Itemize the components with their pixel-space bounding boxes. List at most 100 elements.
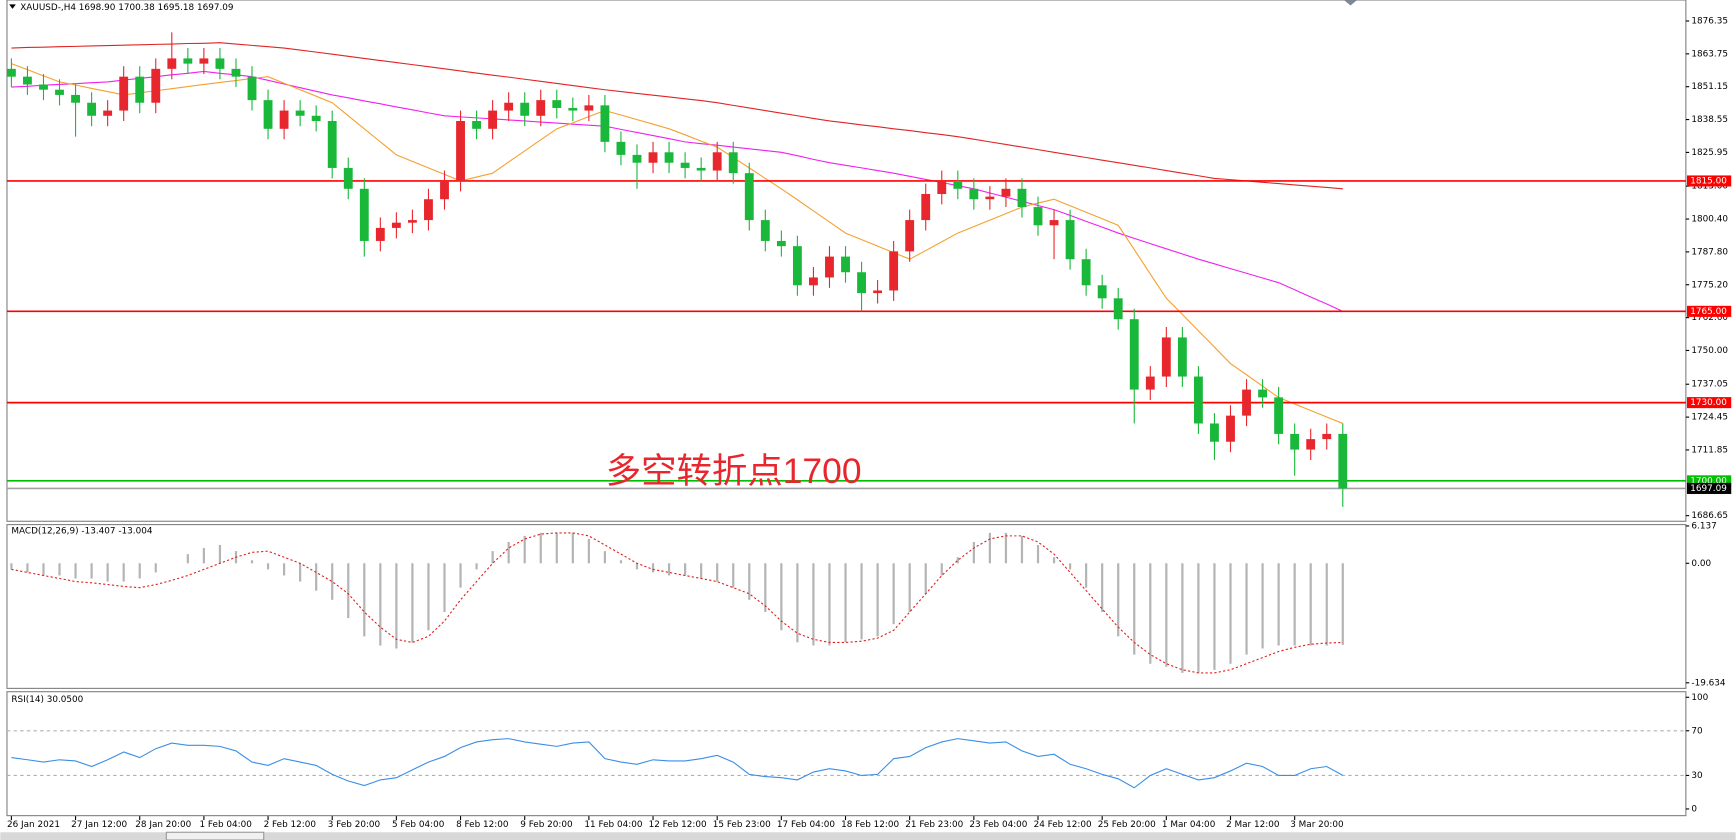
candle-body <box>969 188 979 200</box>
chart-title: XAUUSD-,H4 1698.90 1700.38 1695.18 1697.… <box>20 3 233 13</box>
y-tick-label: 1686.65 <box>1691 511 1728 521</box>
x-tick-label: 1 Mar 04:00 <box>1162 820 1216 830</box>
tab[interactable] <box>165 831 265 840</box>
candle-body <box>87 102 97 116</box>
candle-body <box>1033 207 1043 226</box>
y-tick-label: 1800.40 <box>1691 215 1728 225</box>
candle-body <box>247 76 257 101</box>
y-tick-label: 1762.60 <box>1691 313 1728 323</box>
candle-body <box>39 84 48 90</box>
y-tick-label: 0.00 <box>1691 559 1711 569</box>
candle-body <box>375 227 385 241</box>
candle-body <box>183 58 193 64</box>
level-label: 1730.00 <box>1690 398 1727 408</box>
y-tick-label: 1787.80 <box>1691 247 1728 257</box>
y-tick-label: 1876.35 <box>1691 16 1728 26</box>
candle-body <box>71 94 80 103</box>
candle-body <box>712 152 722 171</box>
menu-triangle[interactable] <box>9 4 16 9</box>
indicator-title: MACD(12,26,9) -13.407 -13.004 <box>11 527 152 537</box>
candle-body <box>343 167 353 189</box>
x-tick-label: 2 Mar 12:00 <box>1226 820 1280 830</box>
candle-body <box>151 68 161 103</box>
indicator-title: RSI(14) 30.0500 <box>11 695 83 705</box>
candle-body <box>905 220 915 252</box>
y-tick-label: -19.634 <box>1691 678 1726 688</box>
y-tick-label: 70 <box>1691 726 1703 736</box>
level-label: 1697.09 <box>1690 484 1727 494</box>
x-tick-label: 25 Feb 20:00 <box>1098 820 1156 830</box>
y-tick-label: 1863.75 <box>1691 49 1728 59</box>
y-tick-label: 100 <box>1691 693 1708 703</box>
y-tick-label: 1851.15 <box>1691 82 1728 92</box>
candle-body <box>600 105 610 142</box>
candle-body <box>456 120 465 181</box>
candle-body <box>809 277 818 286</box>
y-tick-label: 1838.55 <box>1691 115 1728 125</box>
candle-body <box>1274 397 1284 434</box>
x-tick-label: 3 Mar 20:00 <box>1290 820 1344 830</box>
candle-body <box>632 154 642 163</box>
candle-body <box>407 220 417 223</box>
candle-body <box>1097 285 1107 299</box>
panel-frame <box>6 691 1687 817</box>
panel-frame <box>6 524 1687 689</box>
candle-body <box>1290 433 1300 450</box>
moving-average <box>11 63 1343 424</box>
candle-body <box>921 194 931 221</box>
candle-body <box>215 58 225 69</box>
candle-body <box>552 100 562 108</box>
x-tick-label: 8 Feb 12:00 <box>456 820 509 830</box>
candle-body <box>440 180 449 200</box>
x-tick-label: 3 Feb 20:00 <box>328 820 381 830</box>
candle-body <box>1113 298 1123 320</box>
y-tick-label: 1711.85 <box>1691 445 1728 455</box>
candle-body <box>327 120 337 168</box>
candle-body <box>889 251 899 291</box>
candle-body <box>985 196 995 200</box>
candle-body <box>263 100 273 129</box>
level-label-box <box>1686 475 1732 487</box>
x-tick-label: 21 Feb 23:00 <box>905 820 963 830</box>
candle-body <box>520 102 530 116</box>
x-tick-label: 24 Feb 12:00 <box>1034 820 1092 830</box>
candle-body <box>472 120 482 129</box>
candle-body <box>391 222 401 228</box>
candle-body <box>311 115 321 121</box>
level-label-box <box>1686 175 1732 187</box>
candle-body <box>1081 259 1091 286</box>
candle-body <box>792 246 802 286</box>
level-label: 1815.00 <box>1690 176 1727 186</box>
y-tick-label: 1825.95 <box>1691 148 1728 158</box>
candle-body <box>1322 433 1332 440</box>
moving-average <box>11 42 1343 190</box>
candle-body <box>664 152 674 163</box>
candle-body <box>103 110 113 116</box>
candle-body <box>841 256 850 273</box>
scroll-marker <box>1343 0 1358 6</box>
x-tick-label: 18 Feb 12:00 <box>841 820 899 830</box>
x-tick-label: 17 Feb 04:00 <box>777 820 835 830</box>
x-tick-label: 5 Feb 04:00 <box>392 820 445 830</box>
candle-body <box>1210 423 1219 442</box>
candle-body <box>568 107 578 111</box>
candle-body <box>536 100 546 116</box>
candle-body <box>167 58 177 69</box>
candle-body <box>584 105 594 111</box>
candle-body <box>1065 220 1075 260</box>
y-tick-label: 1750.00 <box>1691 346 1728 356</box>
candle-body <box>135 76 145 103</box>
candle-body <box>616 141 626 155</box>
candle-body <box>937 180 947 195</box>
candle-body <box>744 173 754 221</box>
candle-body <box>23 76 32 85</box>
candle-body <box>1161 337 1171 377</box>
candle-body <box>55 89 64 95</box>
candle-body <box>1242 389 1251 416</box>
candle-body <box>776 240 786 247</box>
y-tick-label: 1737.05 <box>1691 380 1728 390</box>
candle-body <box>1049 220 1059 226</box>
candle-body <box>1145 376 1155 390</box>
